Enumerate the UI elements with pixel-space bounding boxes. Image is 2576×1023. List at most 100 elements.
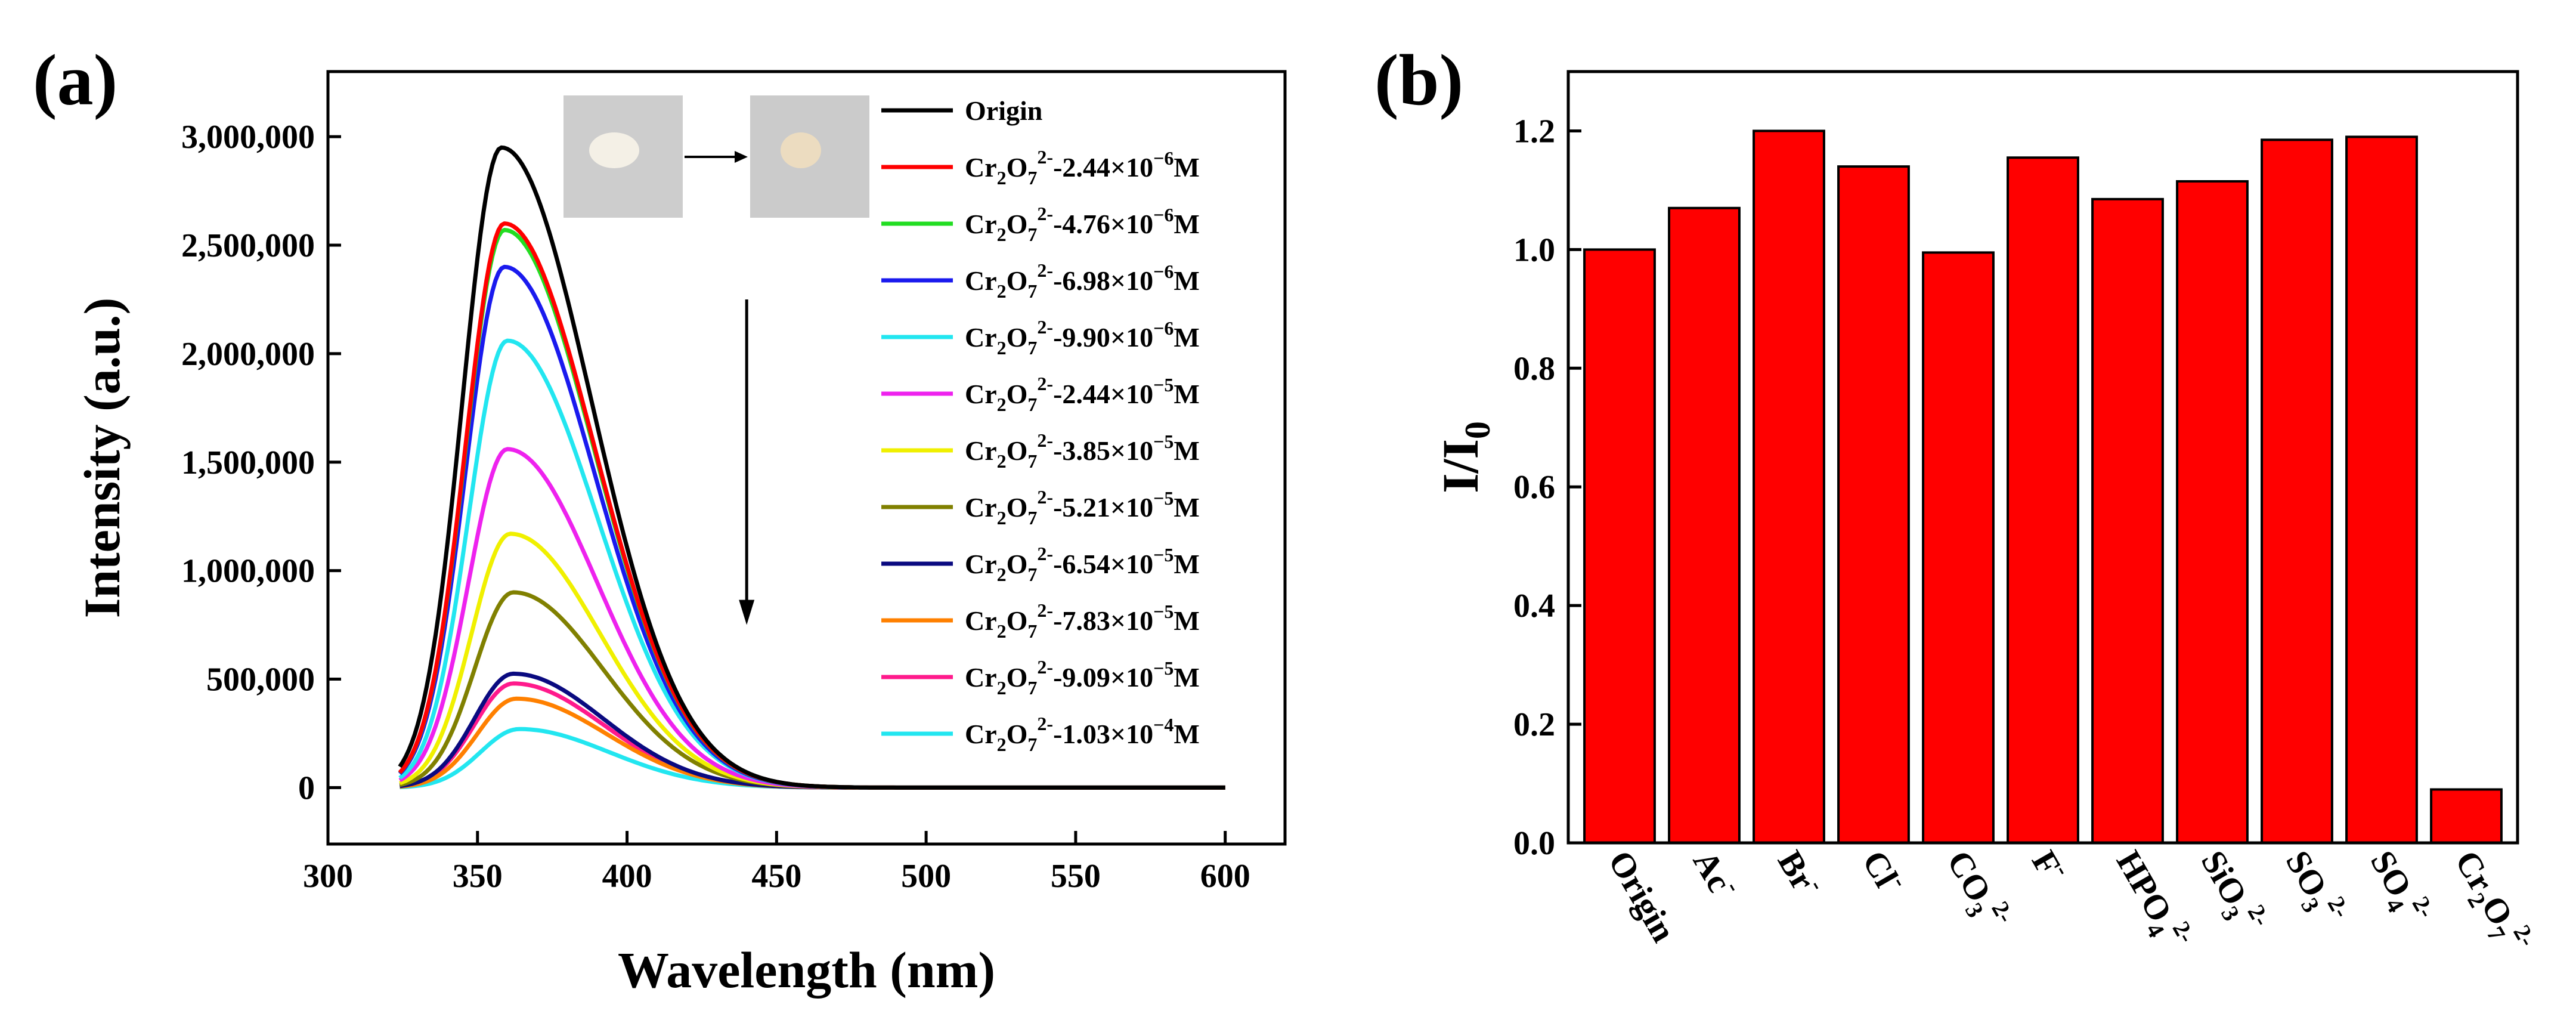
legend-subscript: 2: [997, 394, 1007, 415]
y-tick-label: 2,000,000: [181, 336, 315, 373]
panel-b-label: (b): [1374, 40, 1463, 120]
legend-text: O: [1007, 719, 1028, 749]
legend-superscript: 2-: [1037, 486, 1053, 508]
panel-a-label: (a): [33, 40, 117, 120]
y-tick-label: 2,500,000: [181, 227, 315, 264]
legend-subscript: 2: [997, 507, 1007, 529]
legend-text: -2.44×10: [1053, 152, 1153, 183]
category-text: SiO: [2194, 844, 2255, 911]
legend-text: -4.76×10: [1053, 209, 1153, 239]
y-tick-label: 0.8: [1513, 350, 1555, 387]
legend-superscript: 2-: [1037, 146, 1053, 168]
legend-entry-1: Cr2O72--2.44×10−6M: [965, 146, 1200, 188]
y-tick-label: 0.4: [1513, 588, 1555, 625]
legend-subscript: 7: [1027, 620, 1037, 642]
x-axis-label: Wavelength (nm): [618, 941, 995, 999]
y-tick-label: 1,500,000: [181, 444, 315, 481]
legend-superscript: 2-: [1037, 543, 1053, 564]
category-text: SO: [2363, 844, 2420, 904]
legend-subscript: 7: [1027, 734, 1037, 755]
legend-text: -2.44×10: [1053, 379, 1153, 409]
legend-text: M: [1174, 719, 1199, 749]
line-chart: OriginCr2O72--2.44×10−6MCr2O72--4.76×10−…: [73, 70, 1287, 999]
legend-subscript: 2: [997, 734, 1007, 755]
legend-text: M: [1174, 152, 1199, 183]
legend-superscript: −6: [1153, 147, 1174, 169]
axis-ticks: 300 350 400 450 500 550 600 0 500,000 1,000,000 1,…: [181, 119, 1250, 895]
legend-text: M: [1174, 209, 1199, 239]
legend-entry-11: Cr2O72--1.03×10−4M: [965, 713, 1200, 755]
legend-text: Cr: [965, 209, 997, 239]
sample-powder-after: [781, 132, 821, 168]
legend-text: M: [1174, 435, 1199, 466]
category-label-5: F-: [2024, 842, 2077, 889]
legend-text: -9.90×10: [1053, 322, 1153, 353]
y-tick-label: 500,000: [206, 662, 315, 699]
category-label-8: SO32-: [2272, 842, 2355, 935]
category-text: HPO: [2109, 844, 2180, 928]
legend-text: O: [1007, 605, 1028, 636]
legend-superscript: −6: [1153, 204, 1174, 225]
legend-subscript: 7: [1027, 507, 1037, 529]
legend-text: O: [1007, 492, 1028, 523]
category-label-7: SiO32-: [2188, 842, 2275, 943]
arrow-head: [739, 599, 755, 625]
legend-text: -9.09×10: [1053, 662, 1153, 693]
legend-subscript: 7: [1027, 167, 1037, 188]
legend-text: -1.03×10: [1053, 719, 1153, 749]
sample-powder-before: [589, 132, 639, 168]
legend-text: O: [1007, 152, 1028, 183]
spectrum-line-0: [398, 145, 1225, 790]
legend-text: O: [1007, 265, 1028, 296]
y-tick-label: 1.0: [1513, 231, 1555, 268]
x-tick-label: 350: [453, 858, 503, 895]
legend-text: -6.54×10: [1053, 549, 1153, 579]
bar-5: [2007, 156, 2079, 844]
legend-text: Cr: [965, 719, 997, 749]
category-superscript: 2-: [2168, 917, 2201, 947]
legend-entry-0: Origin: [965, 95, 1042, 126]
legend-superscript: 2-: [1037, 429, 1053, 451]
y-axis-label: Intensity (a.u.): [73, 298, 131, 619]
x-tick-label: 500: [901, 858, 951, 895]
legend-text: M: [1174, 662, 1199, 693]
legend-superscript: −5: [1153, 544, 1174, 565]
bar-6: [2091, 197, 2164, 845]
legend-superscript: 2-: [1037, 599, 1053, 621]
category-text: Cr: [2448, 844, 2501, 898]
legend-superscript: 2-: [1037, 656, 1053, 678]
legend-text: Cr: [965, 265, 997, 296]
legend-superscript: 2-: [1037, 373, 1053, 394]
legend: OriginCr2O72--2.44×10−6MCr2O72--4.76×10−…: [881, 95, 1200, 755]
legend-superscript: 2-: [1037, 316, 1053, 338]
legend-entry-10: Cr2O72--9.09×10−5M: [965, 656, 1200, 699]
legend-text: Cr: [965, 605, 997, 636]
legend-superscript: −6: [1153, 317, 1174, 339]
legend-entry-8: Cr2O72--6.54×10−5M: [965, 543, 1200, 585]
legend-subscript: 7: [1027, 677, 1037, 699]
category-labels: Origin Ac- Br- Cl- CO32-F- HPO42-SiO32-SO32-S…: [1601, 842, 2541, 951]
y-label-subscript: 0: [1458, 421, 1497, 439]
y-tick-label: 3,000,000: [181, 119, 315, 156]
bars-group: [1583, 129, 2503, 845]
y-tick-label: 1.2: [1513, 113, 1555, 150]
legend-subscript: 7: [1027, 564, 1037, 585]
legend-text: -5.21×10: [1053, 492, 1153, 523]
axis-ticks: 0.0 0.2 0.4 0.6 0.8 1.0 1.2: [1513, 113, 1581, 862]
x-tick-label: 450: [751, 858, 801, 895]
legend-text: M: [1174, 265, 1199, 296]
legend-text: M: [1174, 605, 1199, 636]
legend-superscript: −5: [1153, 374, 1174, 395]
bar-4: [1922, 251, 1995, 845]
y-tick-label: 0.2: [1513, 706, 1555, 743]
decrease-arrow: [739, 299, 755, 625]
legend-text: Cr: [965, 379, 997, 409]
series-group: [398, 145, 1225, 790]
bar-8: [2261, 138, 2333, 845]
legend-text: M: [1174, 549, 1199, 579]
plot-frame: [1566, 70, 2519, 845]
y-tick-label: 1,000,000: [181, 553, 315, 590]
legend-text: O: [1007, 209, 1028, 239]
legend-superscript: −5: [1153, 487, 1174, 509]
